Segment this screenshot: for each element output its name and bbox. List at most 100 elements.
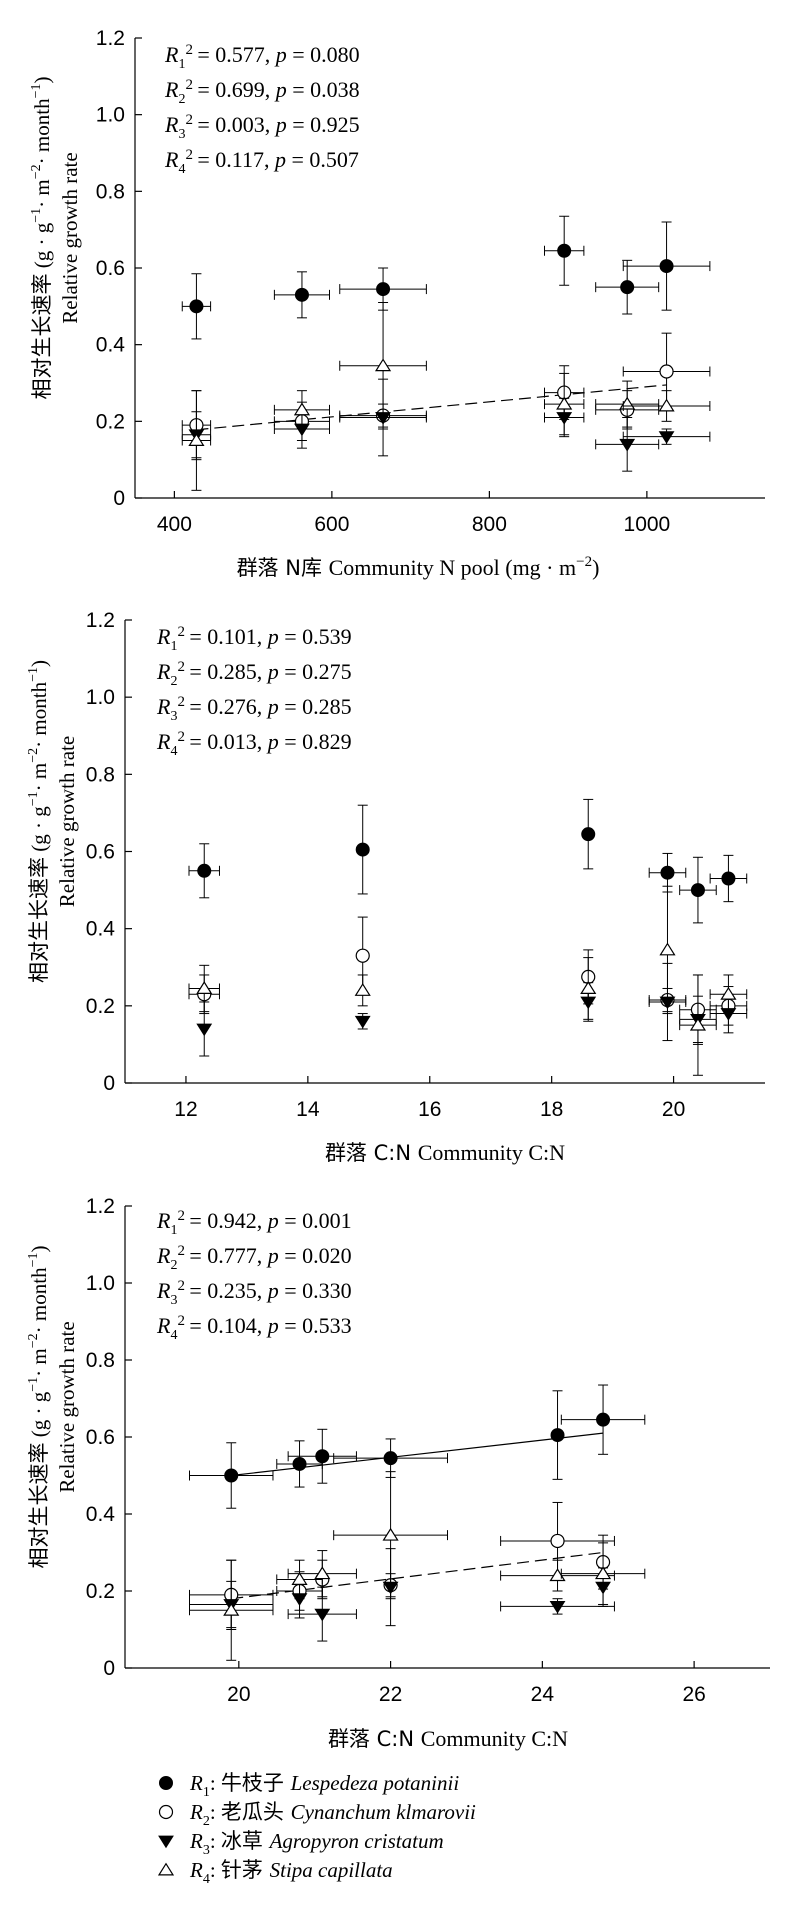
x-tick-label: 12	[174, 1098, 197, 1121]
data-point-r1	[690, 883, 705, 898]
x-tick-label: 20	[227, 1683, 250, 1706]
stat-label: R32 = 0.235, p = 0.330	[156, 1278, 352, 1308]
y-tick-label: 0	[103, 1657, 115, 1680]
y-tick-label: 1.2	[86, 609, 115, 632]
data-point-r1	[557, 243, 572, 258]
stat-label: R12 = 0.942, p = 0.001	[156, 1208, 352, 1238]
legend-marker-r1	[159, 1776, 173, 1790]
y-tick-label: 0.2	[86, 1580, 115, 1603]
x-tick-label: 800	[472, 513, 507, 536]
x-tick-label: 18	[540, 1098, 563, 1121]
legend-label-r2: R2: 老瓜头 Cynanchum klmarovii	[189, 1800, 476, 1829]
series-r1	[188, 798, 748, 924]
y-tick-label: 0.6	[86, 1426, 115, 1449]
x-tick-label: 400	[157, 513, 192, 536]
y-axis-label: 相对生长速率 (g · g−1· m−2· month−1)Relative g…	[29, 77, 82, 400]
series-r4	[188, 885, 748, 1076]
legend-label-r3: R3: 冰草 Agropyron cristatum	[189, 1829, 444, 1858]
data-point-r1	[197, 863, 212, 878]
y-tick-label: 0.8	[96, 180, 125, 203]
y-tick-label: 1.0	[86, 1272, 115, 1295]
data-point-r4	[556, 396, 573, 410]
data-point-r3	[314, 1608, 331, 1622]
data-point-r1	[596, 1412, 611, 1427]
data-point-r2	[355, 948, 370, 963]
x-axis-label: 群落 C:N Community C:N	[325, 1140, 565, 1165]
data-point-r1	[315, 1449, 330, 1464]
data-point-r3	[549, 1601, 566, 1614]
y-tick-label: 1.2	[96, 27, 125, 50]
y-tick-label: 0.2	[96, 410, 125, 433]
data-point-r4	[549, 1568, 566, 1582]
x-tick-label: 24	[531, 1683, 555, 1706]
stat-label: R22 = 0.699, p = 0.038	[164, 77, 360, 107]
y-tick-label: 1.0	[96, 104, 125, 127]
y-tick-label: 0.2	[86, 995, 115, 1018]
data-point-r4	[658, 398, 675, 412]
stat-label: R12 = 0.101, p = 0.539	[156, 624, 352, 654]
stat-label: R42 = 0.104, p = 0.533	[156, 1313, 352, 1343]
stat-label: R32 = 0.276, p = 0.285	[156, 694, 352, 724]
y-tick-label: 0.6	[96, 257, 125, 280]
y-axis-label: 相对生长速率 (g · g−1· m−2· month−1)Relative g…	[26, 660, 79, 983]
data-point-r3	[619, 438, 636, 452]
data-point-r4	[354, 982, 371, 996]
x-tick-label: 16	[418, 1098, 441, 1121]
x-tick-label: 22	[379, 1683, 402, 1706]
chart-panel-2: 0 0.2 0.4 0.6 0.8 1.0 1.2 12 14 16 18 20 R12 = 0.101…	[26, 609, 765, 1165]
x-tick-label: 20	[662, 1098, 685, 1121]
data-point-r4	[382, 1527, 399, 1541]
stat-label: R42 = 0.117, p = 0.507	[164, 147, 359, 177]
x-tick-label: 26	[682, 1683, 705, 1706]
data-point-r1	[550, 1428, 565, 1443]
data-point-r4	[374, 358, 392, 372]
data-point-r4	[196, 981, 213, 994]
data-point-r1	[355, 842, 370, 857]
data-point-r1	[659, 259, 674, 274]
stat-label: R22 = 0.777, p = 0.020	[156, 1243, 352, 1273]
data-point-r1	[292, 1456, 307, 1471]
y-axis-label-cn: 相对生长速率 (g · g−1· m−2· month−1)	[29, 77, 54, 400]
series-r3	[196, 962, 748, 1057]
stat-label: R42 = 0.013, p = 0.829	[156, 729, 352, 759]
y-axis-label-en: Relative growth rate	[55, 1321, 79, 1492]
data-point-r1	[620, 280, 635, 295]
stat-label: R22 = 0.285, p = 0.275	[156, 659, 352, 689]
data-point-r1	[189, 299, 204, 314]
legend-label-r1: R1: 牛枝子 Lespedeza potaninii	[189, 1771, 459, 1800]
y-tick-label: 0.8	[86, 763, 115, 786]
legend-marker-r2	[158, 1804, 174, 1820]
data-point-r4	[689, 1017, 707, 1031]
series-r1	[181, 215, 711, 340]
data-point-r1	[294, 287, 309, 302]
fit-line-r1	[231, 1432, 604, 1477]
data-point-r4	[580, 981, 597, 994]
y-tick-label: 0	[103, 1072, 115, 1095]
legend-marker-r3	[158, 1835, 174, 1849]
chart-panel-3: 0 0.2 0.4 0.6 0.8 1.0 1.2 20 22 24 26 R12 = 0.942, …	[26, 1195, 770, 1751]
series-r4	[181, 302, 711, 491]
y-tick-label: 0.4	[96, 334, 126, 357]
y-tick-label: 0	[113, 487, 125, 510]
series-r3	[181, 378, 711, 472]
data-point-r4	[188, 433, 205, 446]
data-point-r4	[291, 1572, 308, 1585]
data-point-r4	[619, 396, 636, 410]
y-tick-label: 0.4	[86, 1503, 116, 1526]
data-point-r4	[293, 402, 311, 416]
y-axis-label-cn: 相对生长速率 (g · g−1· m−2· month−1)	[26, 660, 51, 983]
x-tick-label: 14	[296, 1098, 320, 1121]
data-point-r1	[383, 1451, 398, 1466]
x-tick-label: 600	[314, 513, 349, 536]
stat-label: R12 = 0.577, p = 0.080	[164, 42, 360, 72]
y-tick-label: 0.6	[86, 841, 115, 864]
y-axis-label-en: Relative growth rate	[58, 152, 82, 323]
series-r4	[189, 1471, 646, 1661]
x-axis-label: 群落 N库 Community N pool (mg · m−2)	[237, 554, 600, 580]
data-point-r1	[660, 865, 675, 880]
y-tick-label: 1.2	[86, 1195, 115, 1218]
data-point-r1	[581, 827, 596, 842]
y-axis-label-cn: 相对生长速率 (g · g−1· m−2· month−1)	[26, 1246, 51, 1569]
